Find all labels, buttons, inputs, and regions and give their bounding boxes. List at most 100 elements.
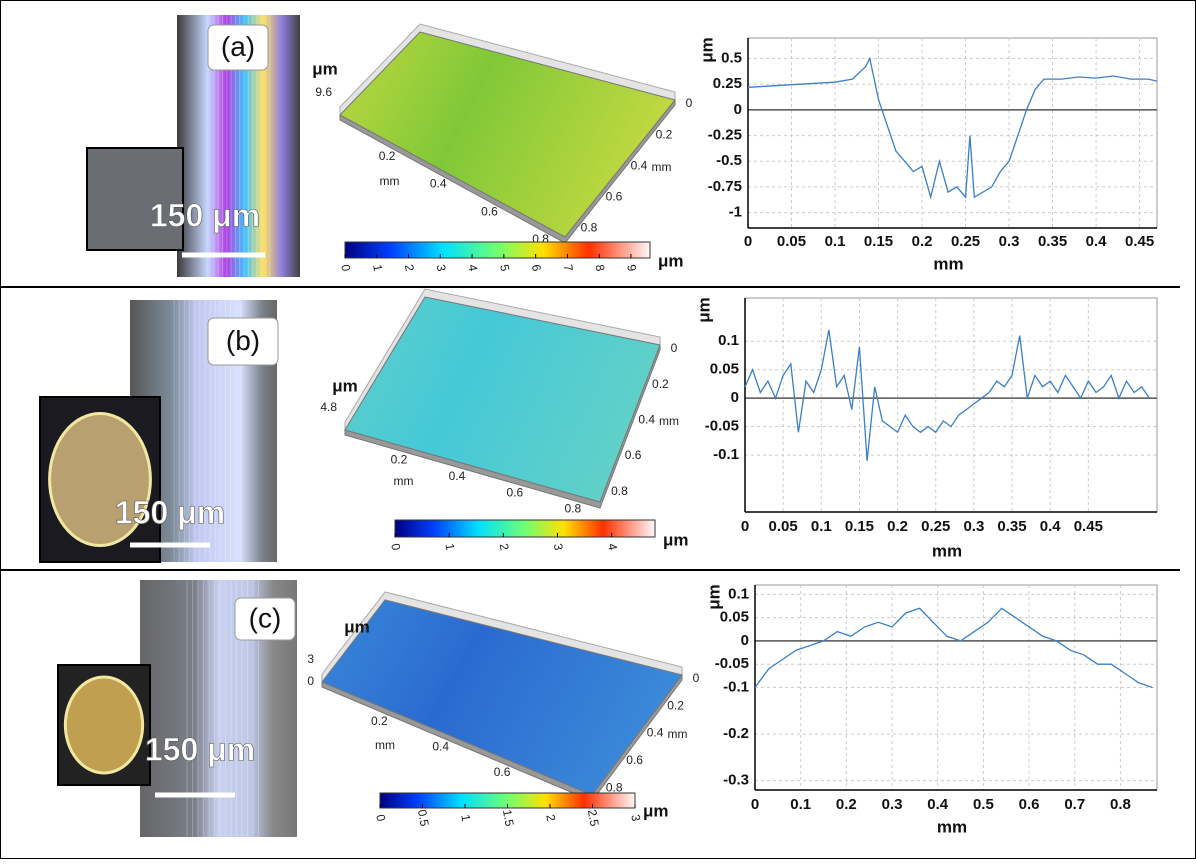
- x-tick-label: 0: [744, 233, 752, 250]
- surface-y-tick: 0: [671, 341, 678, 355]
- label-box: [207, 317, 279, 366]
- y-tick-label: -0.1: [723, 678, 749, 695]
- colorbar-tick-label: 3: [628, 813, 643, 822]
- surface-x-label: mm: [375, 738, 395, 752]
- colorbar-tick-label: 0: [373, 813, 388, 822]
- surface-y-tick: 0.4: [631, 158, 648, 172]
- surface-z-label: μm: [312, 59, 338, 78]
- surface-y-tick: 0.8: [581, 221, 598, 235]
- surface-x-tick: 0.2: [391, 453, 408, 467]
- x-tick-label: 0.4: [1040, 518, 1062, 535]
- surface-z-tick: 3: [307, 652, 314, 666]
- profile-line: [744, 329, 1150, 461]
- surface-x-tick: 0.4: [430, 177, 447, 191]
- y-tick-label: -0.2: [723, 725, 749, 742]
- surface-y-tick: 0.4: [638, 413, 655, 427]
- colorbar-unit: μm: [663, 530, 689, 549]
- x-tick-label: 0.4: [1086, 233, 1108, 250]
- colorbar-tick-label: 2: [402, 263, 417, 272]
- x-tick-label: 0.45: [1125, 233, 1154, 250]
- label-box: [207, 24, 269, 71]
- surface-y-label: mm: [659, 414, 679, 428]
- y-tick-label: -1: [729, 204, 742, 221]
- surface-plane: [321, 599, 683, 796]
- x-tick-label: 0.1: [790, 796, 811, 813]
- y-tick-label: -0.3: [723, 772, 749, 789]
- x-tick-label: 0.7: [1064, 796, 1085, 813]
- colorbar: [344, 241, 651, 259]
- inset-spot: [48, 412, 152, 547]
- surface-x-tick: 0.8: [564, 502, 581, 516]
- surface-x-tick: 0.2: [379, 149, 396, 163]
- y-tick-label: 0: [731, 389, 739, 406]
- colorbar-tick-label: 2: [543, 813, 558, 822]
- colorbar-tick-label: 3: [551, 542, 566, 551]
- x-axis-label: mm: [932, 541, 962, 560]
- y-axis-label: μm: [694, 297, 713, 323]
- surface-y-tick: 0.2: [667, 698, 684, 712]
- x-tick-label: 0.3: [963, 518, 984, 535]
- surface-x-label: mm: [380, 174, 400, 188]
- x-tick-label: 0: [751, 796, 759, 813]
- x-axis-label: mm: [937, 817, 967, 836]
- colorbar-tick-label: 2: [497, 542, 512, 551]
- inset-image: [86, 147, 184, 251]
- x-tick-label: 0.05: [777, 233, 806, 250]
- surface-y-tick: 0.4: [647, 726, 664, 740]
- colorbar: [394, 519, 656, 538]
- surface-y-tick: 0.2: [656, 127, 673, 141]
- y-tick-label: -0.1: [713, 446, 739, 463]
- colorbar-tick-label: 0.5: [415, 808, 432, 827]
- x-tick-label: 0.8: [1110, 796, 1131, 813]
- y-tick-label: 0.5: [721, 50, 742, 67]
- surface-plane: [344, 296, 661, 503]
- colorbar-tick-label: 4: [465, 263, 480, 272]
- x-tick-label: 0.15: [845, 518, 874, 535]
- colorbar-tick-label: 1: [370, 263, 385, 272]
- surface-y-tick: 0.8: [606, 780, 623, 794]
- y-axis-label: μm: [697, 37, 716, 63]
- colorbar-tick-label: 1.5: [500, 808, 517, 827]
- surface-plane: [339, 31, 676, 238]
- scale-bar-label: 150 μm: [145, 731, 255, 767]
- colorbar-tick-label: 0: [338, 263, 353, 272]
- colorbar-tick-label: 6: [529, 263, 544, 272]
- surface-x-tick: 0.6: [481, 204, 498, 218]
- y-axis-label: μm: [704, 584, 723, 610]
- colorbar-tick-label: 1: [443, 542, 458, 551]
- y-tick-label: 0.25: [713, 75, 742, 92]
- x-tick-label: 0.3: [882, 796, 903, 813]
- surface-z-label: μm: [332, 376, 358, 395]
- profile-line: [747, 56, 1158, 200]
- surface-z-tick: 4.8: [320, 400, 337, 414]
- surface-z-label: μm: [344, 617, 370, 636]
- x-tick-label: 0.25: [921, 518, 950, 535]
- colorbar-tick-label: 0: [388, 542, 403, 551]
- surface-x-label: mm: [394, 474, 414, 488]
- surface-y-tick: 0.6: [606, 190, 623, 204]
- x-tick-label: 0.6: [1019, 796, 1040, 813]
- x-tick-label: 0.2: [836, 796, 857, 813]
- surface-y-label: mm: [652, 160, 672, 174]
- surface-x-tick: 0.6: [494, 765, 511, 779]
- x-tick-label: 0.35: [997, 518, 1026, 535]
- surface-x-tick: 0.6: [507, 485, 524, 499]
- surface-x-tick: 0.4: [432, 740, 449, 754]
- x-tick-label: 0.35: [1038, 233, 1067, 250]
- x-tick-label: 0.4: [927, 796, 949, 813]
- surface-y-tick: 0.8: [611, 484, 628, 498]
- colorbar-unit: μm: [643, 801, 669, 820]
- colorbar-tick-label: 2.5: [585, 808, 602, 827]
- surface-y-tick: 0: [686, 96, 693, 110]
- x-tick-label: 0.1: [811, 518, 832, 535]
- panel-label: (b): [226, 325, 260, 356]
- profile-line: [754, 607, 1153, 689]
- surface-x-tick: 0.4: [449, 469, 466, 483]
- scale-bar-label: 150 μm: [115, 494, 225, 530]
- inset-spot: [63, 675, 145, 775]
- x-tick-label: 0.2: [887, 518, 908, 535]
- y-tick-label: 0: [741, 632, 749, 649]
- panel-label: (a): [221, 31, 255, 62]
- y-tick-label: -0.5: [716, 152, 742, 169]
- surface-y-label: mm: [668, 727, 688, 741]
